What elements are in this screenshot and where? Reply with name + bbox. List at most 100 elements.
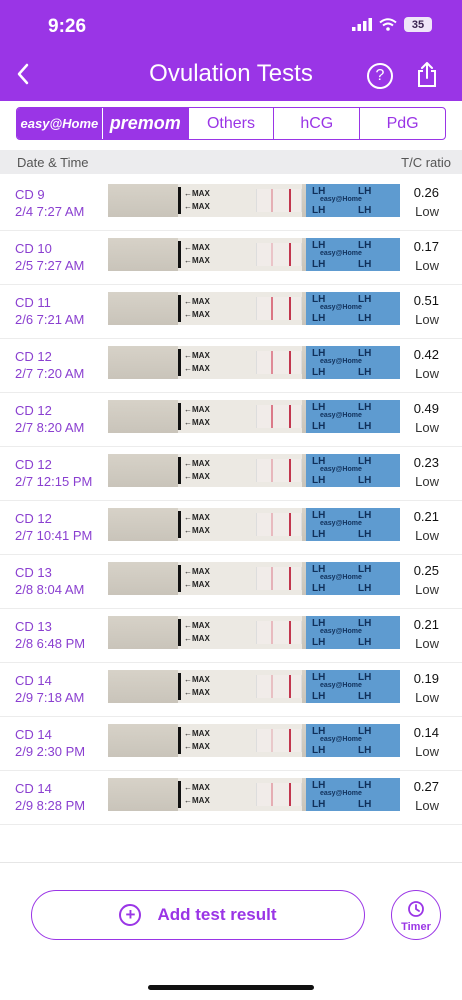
add-test-result-button[interactable]: + Add test result xyxy=(31,890,365,940)
cycle-day: CD 12 xyxy=(15,349,52,364)
share-button[interactable] xyxy=(416,62,438,93)
strip-handle: LH LH easy@Home LH LH xyxy=(306,670,400,703)
strip-brand-label: LH xyxy=(358,348,372,359)
strip-mark-label: easy@Home xyxy=(320,574,362,581)
test-row[interactable]: CD 14 2/9 7:18 AM ←MAX ←MAX LH LH easy@Home LH L… xyxy=(0,663,462,717)
tab-pdg[interactable]: PdG xyxy=(359,108,445,139)
lh-level: Low xyxy=(415,474,439,489)
strip-brand-label: LH xyxy=(312,348,326,359)
lh-level: Low xyxy=(415,204,439,219)
strip-max-label: ←MAX xyxy=(184,742,210,751)
strip-brand-label: LH xyxy=(358,259,372,270)
strip-max-label: ←MAX xyxy=(184,729,210,738)
strip-black-mark xyxy=(178,727,181,754)
control-line xyxy=(289,459,291,482)
test-line xyxy=(271,513,273,536)
test-row[interactable]: CD 12 2/7 7:20 AM ←MAX ←MAX LH LH easy@Home LH L… xyxy=(0,339,462,393)
home-indicator xyxy=(148,985,314,990)
strip-brand-label: LH xyxy=(312,780,326,791)
strip-result-window xyxy=(256,621,302,644)
strip-brand-label: LH xyxy=(312,186,326,197)
add-test-result-label: Add test result xyxy=(157,905,277,924)
strip-brand-label: LH xyxy=(312,475,326,486)
test-row[interactable]: CD 12 2/7 10:41 PM ←MAX ←MAX LH LH easy@Home LH… xyxy=(0,501,462,555)
test-row[interactable]: CD 12 2/7 12:15 PM ←MAX ←MAX LH LH easy@Home LH… xyxy=(0,447,462,501)
lh-level: Low xyxy=(415,258,439,273)
test-list: CD 9 2/4 7:27 AM ←MAX ←MAX LH LH easy@Home LH LH… xyxy=(0,177,462,825)
test-datetime: 2/5 7:27 AM xyxy=(15,258,85,273)
battery-icon: 35 xyxy=(404,17,432,32)
strip-brand-label: LH xyxy=(358,618,372,629)
strip-black-mark xyxy=(178,781,181,808)
test-strip-image: ←MAX ←MAX LH LH easy@Home LH LH xyxy=(108,400,400,433)
strip-mark-label: easy@Home xyxy=(320,628,362,635)
chevron-left-icon xyxy=(17,63,29,85)
test-datetime: 2/9 2:30 PM xyxy=(15,744,86,759)
strip-brand-label: LH xyxy=(312,421,326,432)
tc-ratio-value: 0.51 xyxy=(413,293,439,308)
tab-easy-home[interactable]: easy@Home xyxy=(17,108,102,139)
strip-brand-label: LH xyxy=(358,367,372,378)
strip-brand-label: LH xyxy=(358,583,372,594)
strip-mark-label: easy@Home xyxy=(320,412,362,419)
test-datetime: 2/8 6:48 PM xyxy=(15,636,86,651)
tab-premom[interactable]: premom xyxy=(101,108,188,139)
control-line xyxy=(289,513,291,536)
share-icon xyxy=(418,62,436,87)
strip-handle: LH LH easy@Home LH LH xyxy=(306,562,400,595)
test-row[interactable]: CD 12 2/7 8:20 AM ←MAX ←MAX LH LH easy@Home LH L… xyxy=(0,393,462,447)
strip-handle: LH LH easy@Home LH LH xyxy=(306,724,400,757)
lh-level: Low xyxy=(415,636,439,651)
plus-circle-icon: + xyxy=(119,904,142,926)
test-row[interactable]: CD 13 2/8 8:04 AM ←MAX ←MAX LH LH easy@Home LH L… xyxy=(0,555,462,609)
strip-brand-label: LH xyxy=(312,205,326,216)
help-icon[interactable]: ? xyxy=(367,63,393,89)
strip-max-label: ←MAX xyxy=(184,796,210,805)
strip-result-window xyxy=(256,189,302,212)
lh-level: Low xyxy=(415,798,439,813)
test-row[interactable]: CD 10 2/5 7:27 AM ←MAX ←MAX LH LH easy@Home LH L… xyxy=(0,231,462,285)
control-line xyxy=(289,351,291,374)
footer-divider xyxy=(0,862,462,863)
strip-brand-label: LH xyxy=(312,313,326,324)
back-button[interactable] xyxy=(16,62,30,91)
strip-handle: LH LH easy@Home LH LH xyxy=(306,778,400,811)
tc-ratio-value: 0.21 xyxy=(413,509,439,524)
test-strip-image: ←MAX ←MAX LH LH easy@Home LH LH xyxy=(108,454,400,487)
control-line xyxy=(289,297,291,320)
strip-brand-label: LH xyxy=(358,205,372,216)
strip-brand-label: LH xyxy=(312,294,326,305)
test-strip-image: ←MAX ←MAX LH LH easy@Home LH LH xyxy=(108,346,400,379)
test-line xyxy=(271,243,273,266)
cycle-day: CD 13 xyxy=(15,565,52,580)
test-line xyxy=(271,783,273,806)
cycle-day: CD 12 xyxy=(15,511,52,526)
test-strip-image: ←MAX ←MAX LH LH easy@Home LH LH xyxy=(108,670,400,703)
strip-max-label: ←MAX xyxy=(184,472,210,481)
strip-mark-label: easy@Home xyxy=(320,520,362,527)
timer-button[interactable]: Timer xyxy=(391,890,441,940)
strip-mark-label: easy@Home xyxy=(320,196,362,203)
test-row[interactable]: CD 14 2/9 8:28 PM ←MAX ←MAX LH LH easy@Home LH L… xyxy=(0,771,462,825)
tab-others[interactable]: Others xyxy=(187,108,274,139)
strip-mark-label: easy@Home xyxy=(320,736,362,743)
test-row[interactable]: CD 11 2/6 7:21 AM ←MAX ←MAX LH LH easy@Home LH L… xyxy=(0,285,462,339)
test-row[interactable]: CD 14 2/9 2:30 PM ←MAX ←MAX LH LH easy@Home LH L… xyxy=(0,717,462,771)
strip-brand-label: LH xyxy=(358,799,372,810)
strip-brand-label: LH xyxy=(358,186,372,197)
test-row[interactable]: CD 9 2/4 7:27 AM ←MAX ←MAX LH LH easy@Home LH LH… xyxy=(0,177,462,231)
strip-max-label: ←MAX xyxy=(184,459,210,468)
tc-ratio-value: 0.42 xyxy=(413,347,439,362)
strip-black-mark xyxy=(178,457,181,484)
strip-result-window xyxy=(256,567,302,590)
strip-black-mark xyxy=(178,295,181,322)
test-row[interactable]: CD 13 2/8 6:48 PM ←MAX ←MAX LH LH easy@Home LH L… xyxy=(0,609,462,663)
column-header: Date & Time T/C ratio xyxy=(0,150,462,174)
strip-brand-label: LH xyxy=(358,672,372,683)
control-line xyxy=(289,783,291,806)
strip-brand-label: LH xyxy=(312,259,326,270)
test-strip-image: ←MAX ←MAX LH LH easy@Home LH LH xyxy=(108,292,400,325)
strip-brand-label: LH xyxy=(358,510,372,521)
test-strip-image: ←MAX ←MAX LH LH easy@Home LH LH xyxy=(108,562,400,595)
tab-hcg[interactable]: hCG xyxy=(273,108,359,139)
